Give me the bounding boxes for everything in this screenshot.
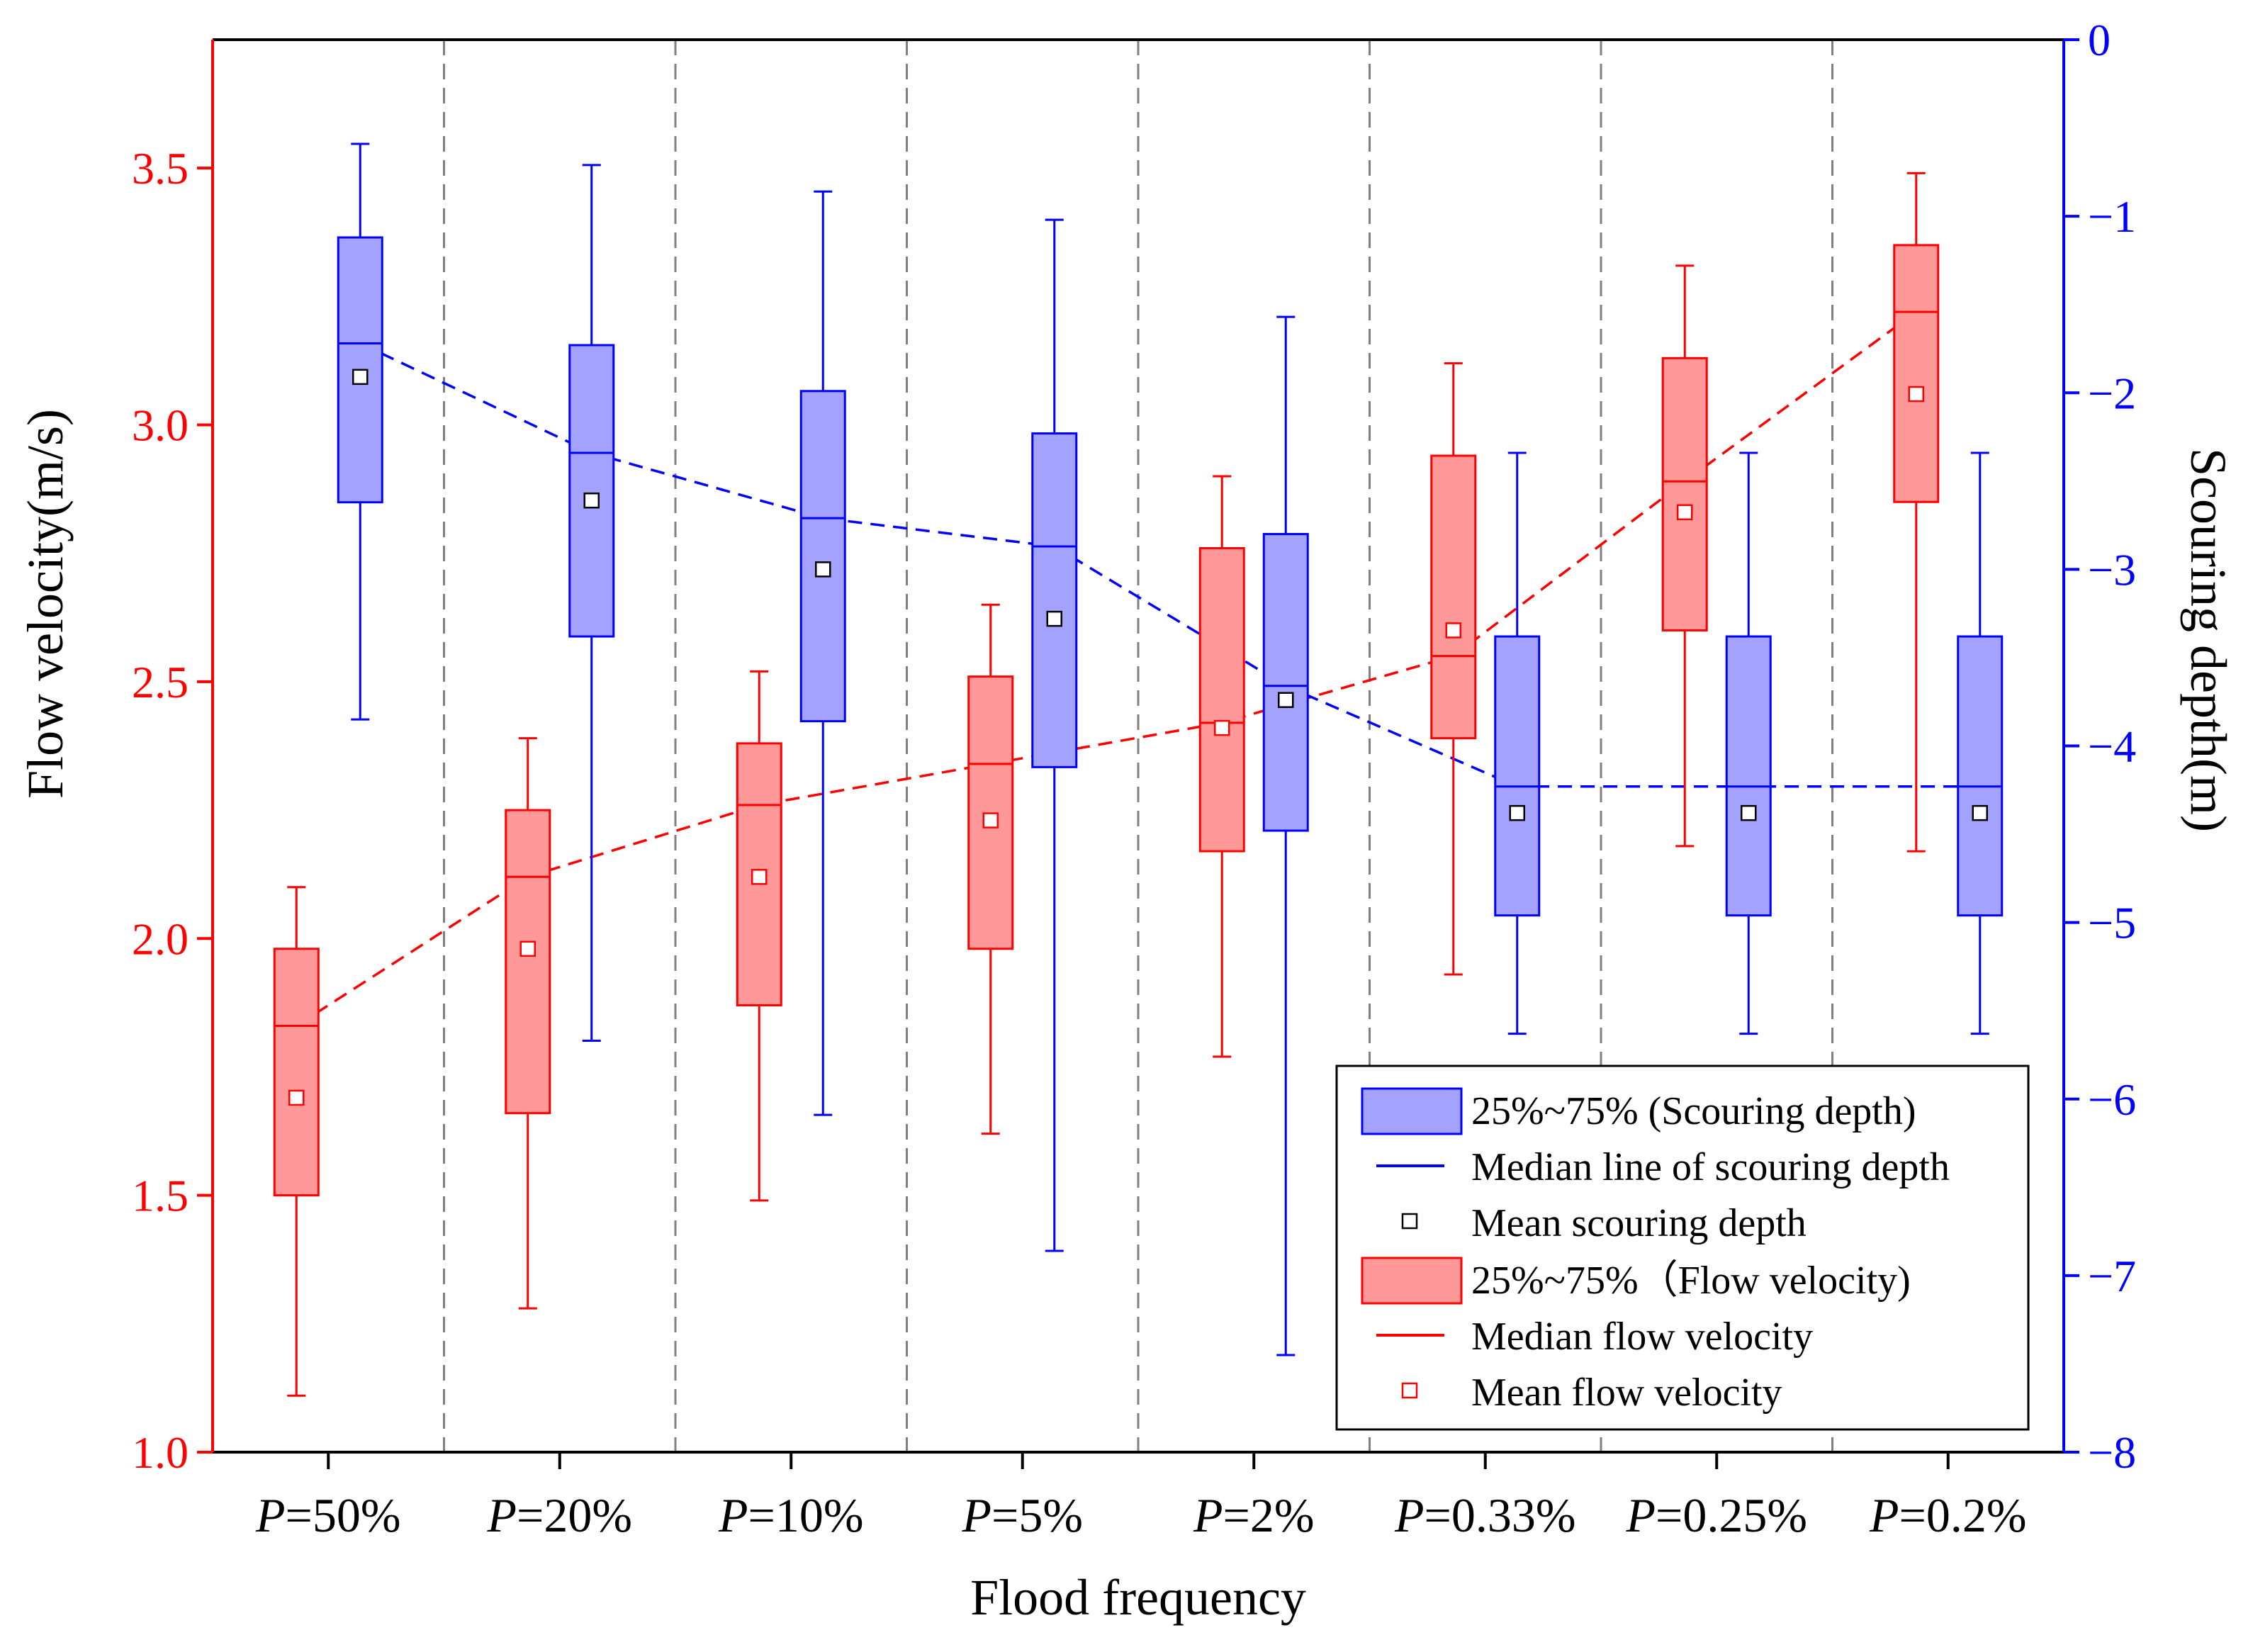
category-separators xyxy=(443,40,1833,1452)
scour-mean-marker xyxy=(1278,692,1294,708)
scour-mean-marker xyxy=(1741,804,1757,821)
legend-velocity-box-swatch xyxy=(1361,1257,1463,1305)
right-tick-label: −2 xyxy=(2088,368,2136,418)
legend-scour-box-swatch xyxy=(1361,1087,1463,1135)
legend-velocity-mean-swatch xyxy=(1401,1382,1418,1399)
right-tick-label: −8 xyxy=(2088,1427,2136,1478)
velocity-iqr-box xyxy=(1661,356,1708,631)
right-tick-label: −4 xyxy=(2088,721,2136,772)
scour-iqr-box xyxy=(799,390,846,723)
scour-box-3 xyxy=(1031,218,1078,1252)
velocity-mean-marker xyxy=(1908,386,1924,403)
x-tick-label: P=0.25% xyxy=(1625,1488,1807,1542)
x-axis-ticks: P=50% P=20% P=10% P=5% P=2% P=0.33% P=0.25% P=0… xyxy=(255,1452,2027,1542)
x-tick-label: P=0.33% xyxy=(1394,1488,1576,1542)
velocity-box-5 xyxy=(1430,362,1477,976)
scour-box-2 xyxy=(799,190,846,1116)
legend: 25%~75% (Scouring depth) Median line of … xyxy=(1335,1064,2030,1431)
left-tick-label: 2.0 xyxy=(132,914,189,964)
x-tick-label: P=5% xyxy=(961,1488,1083,1542)
scour-iqr-box xyxy=(1725,635,1772,917)
scour-iqr-box xyxy=(1262,533,1309,832)
left-axis-ticks: 1.0 1.5 2.0 2.5 3.0 3.5 xyxy=(132,143,213,1478)
scour-mean-marker xyxy=(1972,804,1988,821)
right-tick-label: −6 xyxy=(2088,1074,2136,1125)
velocity-mean-marker xyxy=(751,869,768,885)
right-axis-title: Scouring depth(m) xyxy=(2180,448,2237,832)
scour-box-0 xyxy=(337,142,383,721)
scour-mean-marker xyxy=(815,561,831,578)
velocity-mean-marker xyxy=(1677,504,1693,520)
velocity-mean-marker xyxy=(519,940,536,957)
legend-label-scour-mean: Mean scouring depth xyxy=(1471,1201,1807,1245)
legend-label-scour-box: 25%~75% (Scouring depth) xyxy=(1471,1089,1916,1133)
scour-mean-marker xyxy=(1046,610,1062,627)
right-axis-ticks: 0 −1 −2 −3 −4 −5 −6 −7 −8 xyxy=(2064,15,2136,1478)
scour-box-4 xyxy=(1262,315,1309,1356)
velocity-box-1 xyxy=(505,737,551,1310)
x-axis-title: Flood frequency xyxy=(970,1569,1306,1626)
legend-label-velocity-median: Median flow velocity xyxy=(1471,1315,1813,1359)
scour-mean-marker xyxy=(583,492,600,509)
x-tick-label: P=50% xyxy=(255,1488,401,1542)
scour-mean-marker xyxy=(1509,804,1525,821)
x-tick-label: P=0.2% xyxy=(1869,1488,2027,1542)
scour-iqr-box xyxy=(1494,635,1541,917)
left-tick-label: 1.5 xyxy=(132,1171,189,1221)
scour-box-5 xyxy=(1494,451,1541,1035)
right-tick-label: −5 xyxy=(2088,898,2136,948)
scour-iqr-box xyxy=(1957,635,2004,917)
velocity-box-4 xyxy=(1198,475,1245,1058)
scour-box-7 xyxy=(1957,451,2004,1035)
x-tick-label: P=20% xyxy=(486,1488,632,1542)
x-tick-label: P=10% xyxy=(718,1488,864,1542)
right-tick-label: −7 xyxy=(2088,1251,2136,1301)
velocity-iqr-box xyxy=(1198,546,1245,853)
scour-iqr-box xyxy=(568,344,615,638)
left-tick-label: 3.0 xyxy=(132,400,189,451)
velocity-mean-marker xyxy=(288,1089,305,1106)
left-tick-label: 1.0 xyxy=(132,1427,189,1478)
velocity-box-3 xyxy=(967,603,1014,1135)
scour-iqr-box xyxy=(1031,432,1078,768)
box-plots xyxy=(273,142,2004,1397)
velocity-iqr-box xyxy=(1893,244,1940,503)
legend-label-velocity-mean: Mean flow velocity xyxy=(1471,1371,1782,1415)
velocity-box-7 xyxy=(1893,172,1940,853)
scour-box-6 xyxy=(1725,451,1772,1035)
velocity-mean-marker xyxy=(1445,622,1461,639)
velocity-box-2 xyxy=(736,670,782,1202)
right-tick-label: −3 xyxy=(2088,544,2136,595)
left-tick-label: 3.5 xyxy=(132,143,189,193)
legend-label-scour-median: Median line of scouring depth xyxy=(1471,1145,1950,1189)
velocity-box-0 xyxy=(273,886,320,1397)
velocity-iqr-box xyxy=(505,809,551,1115)
velocity-iqr-box xyxy=(273,948,320,1197)
velocity-box-6 xyxy=(1661,264,1708,848)
velocity-mean-marker xyxy=(1214,719,1230,736)
right-tick-label: 0 xyxy=(2088,15,2111,65)
velocity-median-trend xyxy=(296,310,1917,1027)
scour-mean-marker xyxy=(352,369,369,386)
left-axis-title: Flow velocity(m/s) xyxy=(17,409,74,799)
legend-scour-mean-swatch xyxy=(1401,1213,1418,1230)
x-tick-label: P=2% xyxy=(1193,1488,1315,1542)
scour-median-trend xyxy=(359,342,1980,788)
left-tick-label: 2.5 xyxy=(132,657,189,707)
right-tick-label: −1 xyxy=(2088,191,2136,242)
velocity-iqr-box xyxy=(1430,454,1477,740)
velocity-mean-marker xyxy=(982,812,999,828)
legend-label-velocity-box: 25%~75%（Flow velocity) xyxy=(1471,1259,1911,1303)
median-trend-lines xyxy=(296,310,1980,1027)
scour-box-1 xyxy=(568,164,615,1043)
